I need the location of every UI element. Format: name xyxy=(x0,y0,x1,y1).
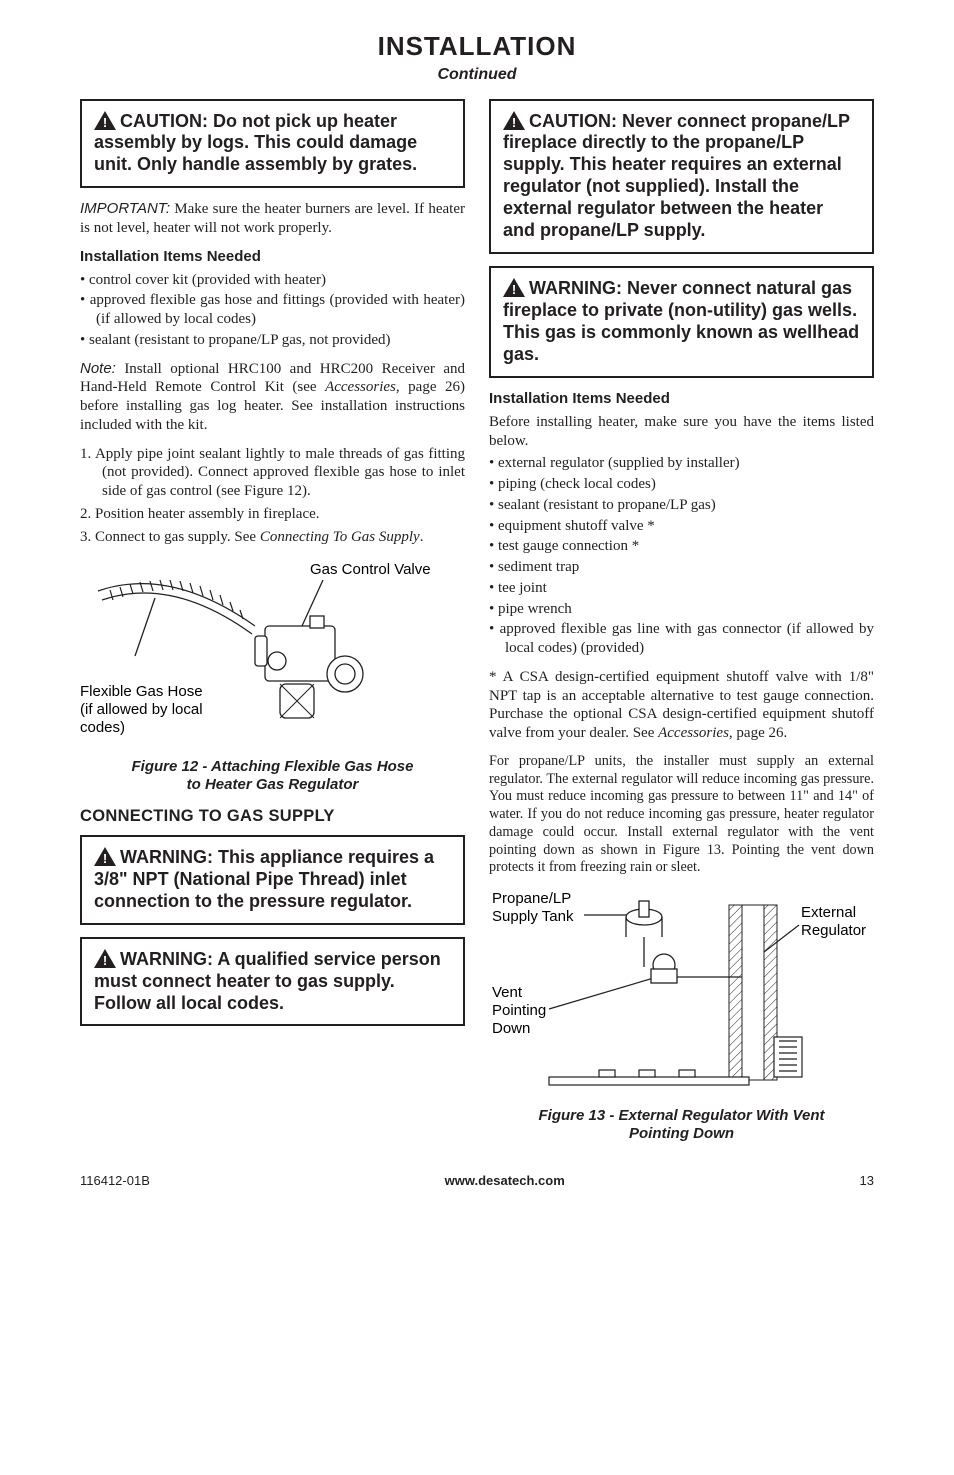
footer-right: 13 xyxy=(860,1173,874,1189)
items-needed-heading-right: Installation Items Needed xyxy=(489,390,874,409)
items-needed-list-right: external regulator (supplied by installe… xyxy=(489,454,874,658)
fig13-cap-2: Pointing Down xyxy=(629,1125,734,1142)
tank-label-1: Propane/LP xyxy=(492,890,571,907)
caution-icon: ! xyxy=(503,111,525,130)
left-column: ! CAUTION: Do not pick up heater assembl… xyxy=(80,99,465,1155)
footnote-accessories: Accessories xyxy=(658,725,729,741)
note-lead: Note: xyxy=(80,360,116,377)
caution-text: CAUTION: Never connect propane/LP firepl… xyxy=(503,111,850,241)
warning-icon: ! xyxy=(94,847,116,866)
page-footer: 116412-01B www.desatech.com 13 xyxy=(80,1173,874,1189)
warning-text: WARNING: Never connect natural gas firep… xyxy=(503,278,859,364)
gas-control-label: Gas Control Valve xyxy=(310,561,431,578)
figure-12-caption: Figure 12 - Attaching Flexible Gas Hose … xyxy=(80,758,465,794)
page-title: INSTALLATION xyxy=(80,30,874,63)
list-item: test gauge connection * xyxy=(489,537,874,556)
footer-center: www.desatech.com xyxy=(445,1173,565,1189)
items-needed-heading-left: Installation Items Needed xyxy=(80,248,465,267)
list-item: equipment shutoff valve * xyxy=(489,517,874,536)
footer-left: 116412-01B xyxy=(80,1173,150,1189)
svg-text:!: ! xyxy=(103,851,107,866)
fig12-cap-2: to Heater Gas Regulator xyxy=(187,776,359,793)
tank-label-2: Supply Tank xyxy=(492,908,574,925)
list-item: sediment trap xyxy=(489,558,874,577)
caution-text: CAUTION: Do not pick up heater assembly … xyxy=(94,111,417,175)
list-item: control cover kit (provided with heater) xyxy=(80,271,465,290)
list-item: piping (check local codes) xyxy=(489,475,874,494)
install-steps: Apply pipe joint sealant lightly to male… xyxy=(80,445,465,547)
items-needed-list-left: control cover kit (provided with heater)… xyxy=(80,271,465,350)
list-item: sealant (resistant to propane/LP gas) xyxy=(489,496,874,515)
step3-em: Connecting To Gas Supply xyxy=(260,529,420,545)
caution-icon: ! xyxy=(94,111,116,130)
important-note: IMPORTANT: Make sure the heater burners … xyxy=(80,200,465,238)
flex-hose-label-3: codes) xyxy=(80,719,125,736)
fig13-cap-1: Figure 13 - External Regulator With Vent xyxy=(538,1107,824,1124)
csa-footnote: * A CSA design-certified equipment shuto… xyxy=(489,668,874,743)
wall-icon xyxy=(729,905,777,1080)
warning-box-wellhead: ! WARNING: Never connect natural gas fir… xyxy=(489,266,874,378)
figure-12: Gas Control Valve xyxy=(80,556,465,752)
warning-box-qualified: ! WARNING: A qualified service person mu… xyxy=(80,937,465,1027)
accessories-ref: Accessories xyxy=(325,379,396,395)
list-item: sealant (resistant to propane/LP gas, no… xyxy=(80,331,465,350)
figure-13: Propane/LP Supply Tank External Regulato… xyxy=(489,887,874,1103)
ext-reg-label-2: Regulator xyxy=(801,922,866,939)
warning-text: WARNING: A qualified service person must… xyxy=(94,949,441,1013)
ext-reg-label-1: External xyxy=(801,904,856,921)
fig12-cap-1: Figure 12 - Attaching Flexible Gas Hose xyxy=(131,758,413,775)
two-column-layout: ! CAUTION: Do not pick up heater assembl… xyxy=(80,99,874,1155)
tank-top-icon xyxy=(626,901,662,937)
figure-13-svg: Propane/LP Supply Tank External Regulato… xyxy=(489,887,869,1097)
step-item: Connect to gas supply. See Connecting To… xyxy=(80,528,465,547)
list-item: approved flexible gas hose and fittings … xyxy=(80,291,465,329)
important-lead: IMPORTANT: xyxy=(80,200,170,217)
warning-text: WARNING: This appliance requires a 3/8" … xyxy=(94,847,434,911)
list-item: external regulator (supplied by installe… xyxy=(489,454,874,473)
svg-text:!: ! xyxy=(512,115,516,130)
caution-box-pick-up: ! CAUTION: Do not pick up heater assembl… xyxy=(80,99,465,189)
svg-text:!: ! xyxy=(103,953,107,968)
warning-box-npt: ! WARNING: This appliance requires a 3/8… xyxy=(80,835,465,925)
warning-icon: ! xyxy=(94,949,116,968)
step-item: Apply pipe joint sealant lightly to male… xyxy=(80,445,465,501)
note-paragraph: Note: Install optional HRC100 and HRC200… xyxy=(80,360,465,435)
connecting-heading: CONNECTING TO GAS SUPPLY xyxy=(80,806,465,827)
caution-box-propane: ! CAUTION: Never connect propane/LP fire… xyxy=(489,99,874,255)
warning-icon: ! xyxy=(503,278,525,297)
flexible-hose-icon xyxy=(98,580,255,634)
list-item: tee joint xyxy=(489,579,874,598)
regulator-paragraph: For propane/LP units, the installer must… xyxy=(489,753,874,877)
svg-text:!: ! xyxy=(512,282,516,297)
page-subtitle: Continued xyxy=(80,65,874,85)
flex-hose-label-2: (if allowed by local xyxy=(80,701,203,718)
items-needed-intro: Before installing heater, make sure you … xyxy=(489,413,874,451)
step3-a: Connect to gas supply. See xyxy=(95,529,260,545)
list-item: pipe wrench xyxy=(489,600,874,619)
flex-hose-label-1: Flexible Gas Hose xyxy=(80,683,203,700)
figure-13-caption: Figure 13 - External Regulator With Vent… xyxy=(489,1107,874,1143)
step-item: Position heater assembly in fireplace. xyxy=(80,505,465,524)
right-column: ! CAUTION: Never connect propane/LP fire… xyxy=(489,99,874,1155)
svg-text:!: ! xyxy=(103,115,107,130)
step3-b: . xyxy=(420,529,424,545)
vent-label-1: Vent xyxy=(492,984,523,1001)
vent-label-3: Down xyxy=(492,1020,530,1037)
gas-valve-icon xyxy=(255,616,363,718)
footnote-b: , page 26. xyxy=(729,725,787,741)
figure-12-svg: Gas Control Valve xyxy=(80,556,460,746)
list-item: approved flexible gas line with gas conn… xyxy=(489,620,874,658)
vent-label-2: Pointing xyxy=(492,1002,546,1019)
